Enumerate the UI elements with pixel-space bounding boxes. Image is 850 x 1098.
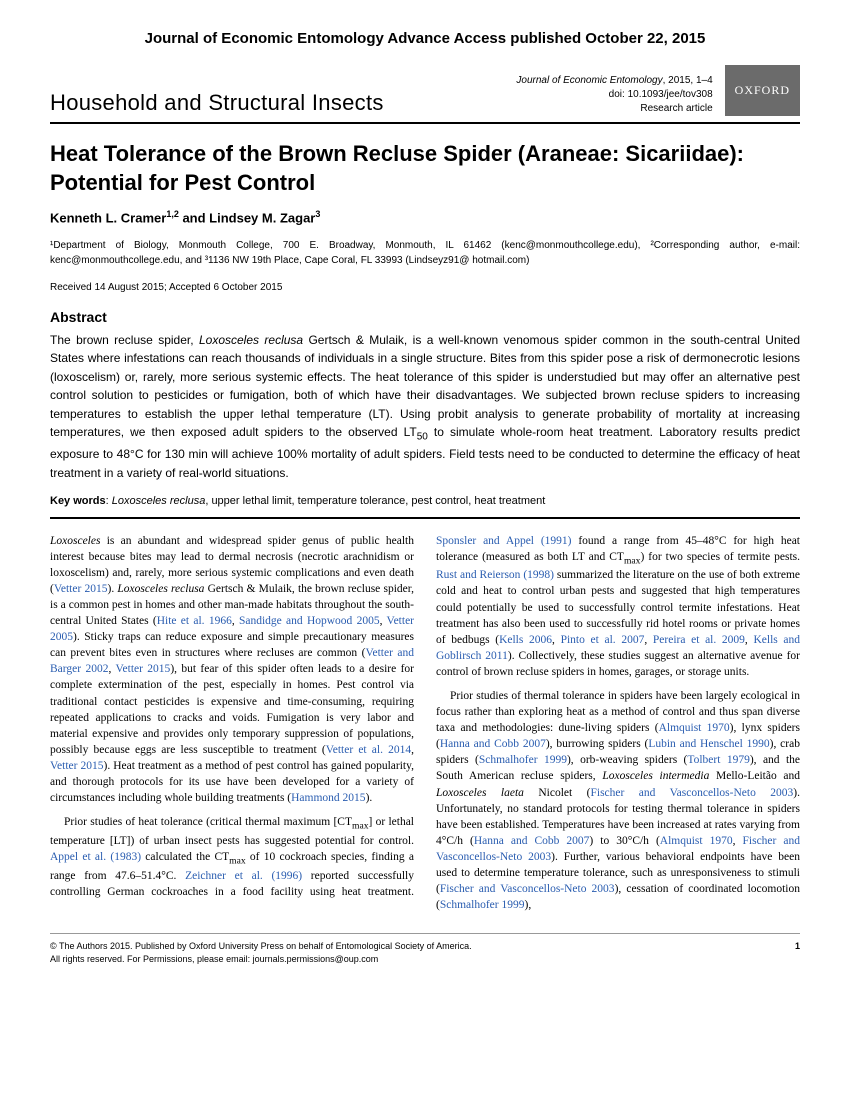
footer: © The Authors 2015. Published by Oxford … [50,933,800,965]
header-block: Household and Structural Insects Journal… [50,65,800,116]
rule-top [50,122,800,124]
article-title: Heat Tolerance of the Brown Recluse Spid… [50,140,800,197]
article-type: Research article [516,102,712,116]
footer-copyright: © The Authors 2015. Published by Oxford … [50,940,472,953]
body-text: Loxosceles is an abundant and widespread… [50,533,800,914]
journal-meta: Journal of Economic Entomology, 2015, 1–… [516,74,712,116]
journal-name: Journal of Economic Entomology [516,75,662,86]
header-right: Journal of Economic Entomology, 2015, 1–… [516,65,800,116]
rule-abstract-end [50,517,800,519]
footer-rights: All rights reserved. For Permissions, pl… [50,953,472,966]
affiliations: ¹Department of Biology, Monmouth College… [50,238,800,268]
body-p1: Loxosceles is an abundant and widespread… [50,533,414,807]
body-p3: Prior studies of thermal tolerance in sp… [436,688,800,913]
authors: Kenneth L. Cramer1,2 and Lindsey M. Zaga… [50,209,800,225]
oxford-badge: OXFORD [725,65,800,116]
received-accepted-dates: Received 14 August 2015; Accepted 6 Octo… [50,282,800,293]
keywords: Key words: Loxosceles reclusa, upper let… [50,495,800,507]
keywords-rest: , upper lethal limit, temperature tolera… [205,495,545,507]
keywords-ital: Loxosceles reclusa [112,495,206,507]
journal-doi: doi: 10.1093/jee/tov308 [516,88,712,102]
keywords-label: Key words [50,495,106,507]
advance-access-header: Journal of Economic Entomology Advance A… [50,30,800,47]
journal-year-pages: , 2015, 1–4 [663,75,713,86]
abstract-heading: Abstract [50,309,800,325]
page-number: 1 [795,940,800,965]
section-heading: Household and Structural Insects [50,90,384,116]
footer-left: © The Authors 2015. Published by Oxford … [50,940,472,965]
abstract-text: The brown recluse spider, Loxosceles rec… [50,331,800,483]
